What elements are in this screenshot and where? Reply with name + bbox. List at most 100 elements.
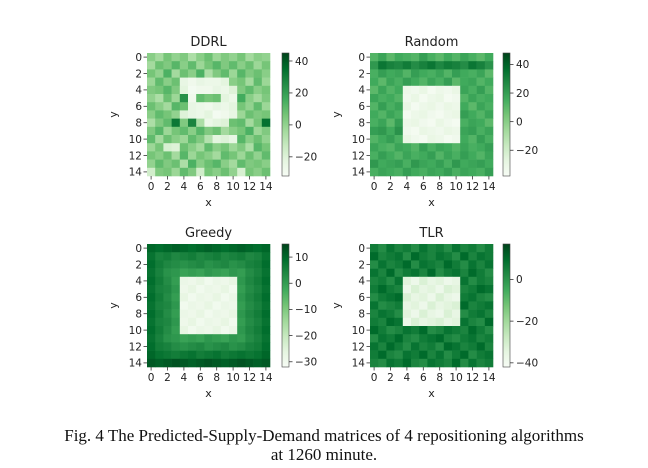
heatmap-cell	[427, 252, 436, 261]
heatmap-cell	[476, 350, 486, 360]
heatmap-cell	[386, 151, 395, 160]
heatmap-cell	[179, 358, 189, 368]
x-tick-label: 0	[148, 181, 155, 193]
heatmap-cell	[402, 53, 412, 62]
heatmap-cell	[245, 102, 254, 111]
heatmap-cell	[386, 110, 395, 119]
heatmap-cell	[419, 53, 428, 62]
heatmap-cell	[452, 317, 461, 327]
heatmap-cell	[419, 167, 428, 177]
heatmap-cell	[261, 342, 271, 351]
heatmap-cell	[476, 317, 486, 327]
heatmap-cell	[163, 102, 172, 111]
heatmap-cell	[229, 126, 238, 136]
heatmap-cell	[179, 167, 189, 177]
heatmap-cell	[237, 118, 246, 128]
heatmap-cell	[147, 69, 156, 78]
heatmap-cell	[220, 342, 230, 351]
heatmap-cell	[378, 94, 387, 103]
heatmap-cell	[147, 326, 156, 335]
heatmap-cell	[411, 102, 420, 111]
heatmap-cell	[196, 301, 205, 310]
heatmap-cell	[452, 301, 461, 310]
heatmap-cell	[435, 53, 445, 62]
heatmap-cell	[378, 276, 387, 286]
heatmap-cell	[196, 317, 205, 327]
heatmap-cell	[237, 285, 246, 294]
heatmap-cell	[188, 77, 197, 87]
heatmap-cell	[155, 317, 164, 327]
colorbar-tick-label: 0	[295, 120, 302, 132]
heatmap-cell	[212, 61, 222, 70]
heatmap-cell	[419, 350, 428, 360]
heatmap-cell	[468, 151, 477, 160]
heatmap-cell	[163, 244, 172, 253]
heatmap-cell	[171, 301, 181, 310]
heatmap-cell	[370, 110, 379, 119]
heatmap-cell	[378, 159, 387, 169]
heatmap-cell	[245, 159, 254, 169]
heatmap-cell	[394, 94, 404, 103]
heatmap-cell	[147, 293, 156, 302]
heatmap-cell	[484, 334, 494, 343]
heatmap-cell	[253, 285, 263, 294]
heatmap-cell	[435, 244, 445, 253]
heatmap-cell	[378, 143, 387, 152]
heatmap-cell	[261, 118, 271, 128]
heatmap-cell	[147, 85, 156, 95]
heatmap-cell	[212, 159, 222, 169]
heatmap-cell	[171, 358, 181, 368]
heatmap-cell	[245, 268, 254, 278]
heatmap-cell	[443, 85, 453, 95]
heatmap-cell	[245, 276, 254, 286]
heatmap-cell	[378, 301, 387, 310]
heatmap-cell	[484, 350, 494, 360]
heatmap-cell	[179, 151, 189, 160]
heatmap-cell	[484, 126, 494, 136]
heatmap-cell	[155, 53, 164, 62]
heatmap-cell	[188, 102, 197, 111]
heatmap-cell	[386, 301, 395, 310]
heatmap-cell	[204, 85, 213, 95]
heatmap-cell	[261, 260, 271, 269]
heatmap-cell	[394, 350, 404, 360]
heatmap-cell	[253, 159, 263, 169]
heatmap-cell	[155, 334, 164, 343]
heatmap-cell	[163, 143, 172, 152]
heatmap-cell	[237, 151, 246, 160]
heatmap-cell	[419, 317, 428, 327]
heatmap-cell	[443, 94, 453, 103]
y-tick-label: 14	[129, 358, 143, 370]
heatmap-cell	[163, 53, 172, 62]
heatmap-cell	[386, 94, 395, 103]
heatmap-cell	[460, 350, 469, 360]
heatmap-cell	[261, 110, 271, 119]
heatmap-cell	[460, 94, 469, 103]
heatmap-cell	[394, 135, 404, 144]
heatmap-cell	[179, 244, 189, 253]
heatmap-cell	[443, 61, 453, 70]
heatmap-cell	[460, 167, 469, 177]
heatmap-cell	[484, 53, 494, 62]
x-tick-label: 6	[420, 181, 427, 193]
heatmap-cell	[220, 94, 230, 103]
heatmap-cell	[452, 268, 461, 278]
heatmap-cell	[460, 53, 469, 62]
heatmap-cell	[155, 110, 164, 119]
heatmap-cell	[229, 69, 238, 78]
heatmap-cell	[411, 309, 420, 319]
heatmap-cell	[386, 69, 395, 78]
heatmap-cell	[411, 77, 420, 87]
heatmap-cell	[163, 94, 172, 103]
heatmap-cell	[261, 159, 271, 169]
heatmap-cell	[212, 94, 222, 103]
heatmap-cell	[402, 135, 412, 144]
heatmap-cell	[394, 85, 404, 95]
heatmap-cell	[435, 252, 445, 261]
colorbar-tick-label: −20	[516, 316, 538, 328]
heatmap-cell	[147, 167, 156, 177]
heatmap-cell	[484, 358, 494, 368]
heatmap-cell	[163, 77, 172, 87]
heatmap-cell	[411, 143, 420, 152]
x-tick-label: 8	[213, 181, 220, 193]
